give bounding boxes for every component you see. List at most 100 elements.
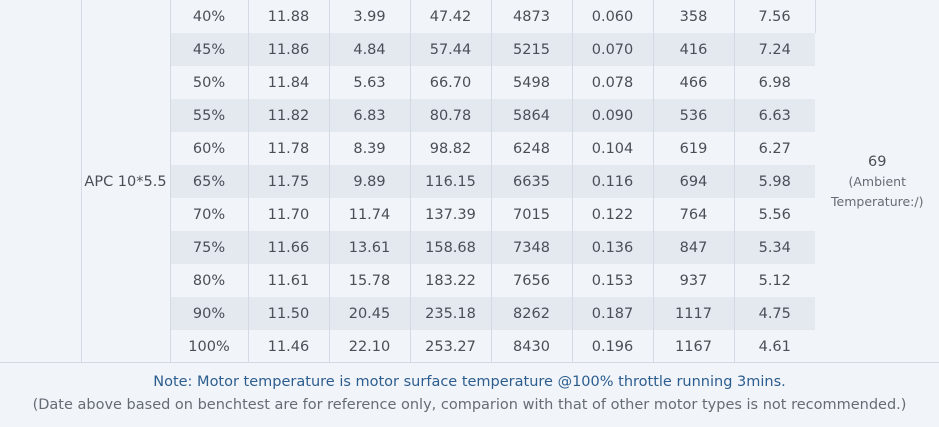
- empty-cell: [0, 0, 82, 363]
- note-temperature: Note: Motor temperature is motor surface…: [153, 374, 786, 390]
- table-cell: 57.44: [410, 33, 492, 66]
- table-cell: 50%: [170, 66, 249, 99]
- table-cell: 0.078: [572, 66, 654, 99]
- table-cell: 0.090: [572, 99, 654, 132]
- table-cell: 8262: [491, 297, 573, 330]
- temperature-note: Temperature:/): [831, 193, 924, 209]
- table-cell: 6.98: [734, 66, 815, 99]
- table-cell: 764: [653, 198, 735, 231]
- table-cell: 253.27: [410, 330, 492, 363]
- table-cell: 694: [653, 165, 735, 198]
- table-cell: 0.153: [572, 264, 654, 297]
- table-row: 70% 11.70 11.74 137.39 7015 0.122 764 5.56: [0, 198, 939, 231]
- table-row: 60% 11.78 8.39 98.82 6248 0.104 619 6.27: [0, 132, 939, 165]
- table-cell: 937: [653, 264, 735, 297]
- table-cell: 5.63: [329, 66, 411, 99]
- table-cell: 358: [653, 0, 735, 33]
- table-cell: 7348: [491, 231, 573, 264]
- table-cell: 7.24: [734, 33, 815, 66]
- table-row: 80% 11.61 15.78 183.22 7656 0.153 937 5.12: [0, 264, 939, 297]
- table-cell: 20.45: [329, 297, 411, 330]
- table-row: 100% 11.46 22.10 253.27 8430 0.196 1167 4.61: [0, 330, 939, 363]
- table-cell: 66.70: [410, 66, 492, 99]
- table-cell: 8.39: [329, 132, 411, 165]
- table-cell: 5.12: [734, 264, 815, 297]
- table-cell: 7.56: [734, 0, 816, 33]
- table-cell: 1167: [653, 330, 735, 363]
- table-cell: 137.39: [410, 198, 492, 231]
- table-cell: 7656: [491, 264, 573, 297]
- table-cell: 11.86: [248, 33, 330, 66]
- table-cell: 22.10: [329, 330, 411, 363]
- table-cell: 11.70: [248, 198, 330, 231]
- table-cell: 100%: [170, 330, 249, 363]
- table-bottom-border: [0, 362, 939, 363]
- table-cell: 55%: [170, 99, 249, 132]
- table-cell: 5.56: [734, 198, 815, 231]
- table-cell: 5215: [491, 33, 573, 66]
- table-cell: 619: [653, 132, 735, 165]
- table-cell: 4873: [491, 0, 573, 33]
- table-cell: 1117: [653, 297, 735, 330]
- table-cell: 0.187: [572, 297, 654, 330]
- table-cell: 466: [653, 66, 735, 99]
- table-cell: 75%: [170, 231, 249, 264]
- table-cell: 11.82: [248, 99, 330, 132]
- table-cell: 9.89: [329, 165, 411, 198]
- table-cell: 11.75: [248, 165, 330, 198]
- table-cell: 47.42: [410, 0, 492, 33]
- table-cell: 6248: [491, 132, 573, 165]
- table-row: 50% 11.84 5.63 66.70 5498 0.078 466 6.98: [0, 66, 939, 99]
- table-row: 55% 11.82 6.83 80.78 5864 0.090 536 6.63: [0, 99, 939, 132]
- table-cell: 0.122: [572, 198, 654, 231]
- table-cell: 80.78: [410, 99, 492, 132]
- table-cell: 6.83: [329, 99, 411, 132]
- table-cell: 5.34: [734, 231, 815, 264]
- table-cell: 80%: [170, 264, 249, 297]
- table-cell: 5498: [491, 66, 573, 99]
- table-cell: 11.66: [248, 231, 330, 264]
- table-cell: 90%: [170, 297, 249, 330]
- table-cell: 70%: [170, 198, 249, 231]
- table-cell: 8430: [491, 330, 573, 363]
- table-cell: 45%: [170, 33, 249, 66]
- table-cell: 0.136: [572, 231, 654, 264]
- table-cell: 11.78: [248, 132, 330, 165]
- table-cell: 11.74: [329, 198, 411, 231]
- temperature-cell: 69 (Ambient Temperature:/): [815, 0, 939, 363]
- prop-cell: APC 10*5.5: [81, 0, 171, 363]
- table-cell: 0.196: [572, 330, 654, 363]
- temperature-note: (Ambient: [848, 173, 907, 189]
- table-cell: 183.22: [410, 264, 492, 297]
- table-cell: 847: [653, 231, 735, 264]
- table-cell: 0.116: [572, 165, 654, 198]
- table-cell: 13.61: [329, 231, 411, 264]
- table-row: 65% 11.75 9.89 116.15 6635 0.116 694 5.98: [0, 165, 939, 198]
- table-cell: 158.68: [410, 231, 492, 264]
- table-row: 90% 11.50 20.45 235.18 8262 0.187 1117 4.75: [0, 297, 939, 330]
- table-row: APC 10*5.5 40% 11.88 3.99 47.42 4873 0.060 358 7…: [0, 0, 939, 363]
- table-cell: 98.82: [410, 132, 492, 165]
- table-cell: 3.99: [329, 0, 411, 33]
- temperature-value: 69: [868, 153, 887, 170]
- table-cell: 11.50: [248, 297, 330, 330]
- table-cell: 65%: [170, 165, 249, 198]
- table-cell: 5864: [491, 99, 573, 132]
- table-cell: 4.75: [734, 297, 815, 330]
- table-cell: 6.27: [734, 132, 815, 165]
- table-cell: 7015: [491, 198, 573, 231]
- table-cell: 416: [653, 33, 735, 66]
- table-cell: 60%: [170, 132, 249, 165]
- benchmark-table: APC 10*5.5 40% 11.88 3.99 47.42 4873 0.060 358 7…: [0, 0, 939, 363]
- table-cell: 15.78: [329, 264, 411, 297]
- table-cell: 235.18: [410, 297, 492, 330]
- table-cell: 11.84: [248, 66, 330, 99]
- table-cell: 6.63: [734, 99, 815, 132]
- table-cell: 11.46: [248, 330, 330, 363]
- table-cell: 536: [653, 99, 735, 132]
- table-cell: 0.104: [572, 132, 654, 165]
- table-cell: 116.15: [410, 165, 492, 198]
- table-cell: 6635: [491, 165, 573, 198]
- table-row: 75% 11.66 13.61 158.68 7348 0.136 847 5.34: [0, 231, 939, 264]
- table-body: APC 10*5.5 40% 11.88 3.99 47.42 4873 0.060 358 7…: [0, 0, 939, 363]
